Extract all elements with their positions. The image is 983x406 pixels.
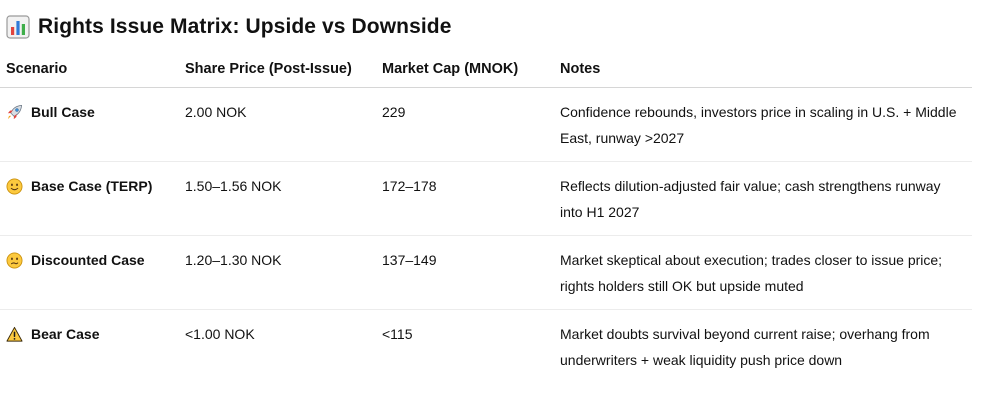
slightly-smiling-face-icon [6,178,23,194]
share-price-cell: 1.20–1.30 NOK [179,235,376,310]
scenario-cell: Bull Case [0,87,179,162]
market-cap-cell: 172–178 [376,161,554,236]
table-row: Bear Case <1.00 NOK <115 Market doubts s… [0,310,972,384]
scenario-name: Bull Case [31,104,95,120]
share-price-cell: 2.00 NOK [179,87,376,162]
scenario-name: Discounted Case [31,252,145,268]
scenario-name: Base Case (TERP) [31,178,153,194]
confused-face-icon [6,252,23,268]
share-price-cell: <1.00 NOK [185,326,255,342]
market-cap-cell: <115 [382,326,413,342]
notes-cell: Confidence rebounds, investors price in … [554,87,972,162]
page-title-text: Rights Issue Matrix: Upside vs Downside [38,15,452,38]
column-header-share-price: Share Price (Post-Issue) [179,50,376,88]
notes-cell: Market skeptical about execution; trades… [554,235,972,310]
scenario-name: Bear Case [31,326,100,342]
bar-chart-icon [6,15,30,39]
column-header-notes: Notes [554,50,972,88]
table-header-row: Scenario Share Price (Post-Issue) Market… [0,50,972,88]
notes-cell: Reflects dilution-adjusted fair value; c… [554,161,972,236]
column-header-market-cap: Market Cap (MNOK) [376,50,554,88]
scenario-cell: Discounted Case [0,235,179,310]
warning-icon [6,326,23,342]
rocket-icon [7,104,23,119]
market-cap-cell: 137–149 [376,235,554,310]
share-price-cell: 1.50–1.56 NOK [179,161,376,236]
column-header-scenario: Scenario [0,50,179,88]
page-title: Rights Issue Matrix: Upside vs Downside [6,15,452,39]
scenario-cell: Bear Case [0,310,179,384]
market-cap-cell: 229 [376,87,554,162]
scenario-table: Scenario Share Price (Post-Issue) Market… [0,50,972,383]
scenario-cell: Base Case (TERP) [0,161,179,236]
notes-cell: Market doubts survival beyond current ra… [560,326,930,368]
table-row: Discounted Case 1.20–1.30 NOK 137–149 Ma… [0,235,972,310]
table-row: Base Case (TERP) 1.50–1.56 NOK 172–178 R… [0,161,972,236]
table-row: Bull Case 2.00 NOK 229 Confidence reboun… [0,87,972,162]
